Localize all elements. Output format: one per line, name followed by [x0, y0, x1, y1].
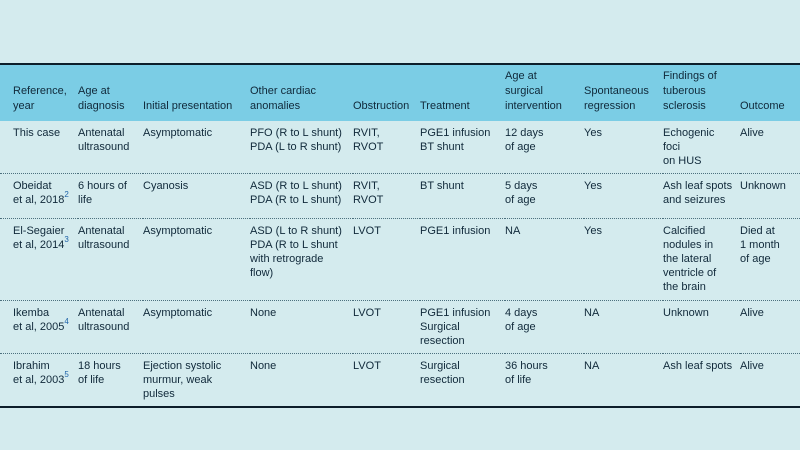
cell-spontaneous-regression: Yes [584, 218, 663, 301]
cell-age-at-surgical-intervention: NA [505, 218, 584, 301]
reference-text: Ibrahim et al, 2003 [13, 360, 65, 386]
cell-other-cardiac-anomalies: ASD (R to L shunt) PDA (R to L shunt) [250, 173, 353, 219]
reference-citation-superscript[interactable]: 5 [64, 370, 69, 380]
column-header-spontaneous-regression: Spontaneous regression [584, 64, 663, 121]
column-header-outcome: Outcome [740, 64, 800, 121]
cell-other-cardiac-anomalies: None [250, 300, 353, 354]
cell-obstruction: RVIT, RVOT [353, 127, 384, 153]
reference-citation-superscript[interactable]: 2 [64, 190, 69, 200]
cell-age-at-diagnosis: Antenatal ultrasound [78, 218, 143, 301]
cell-other-cardiac-anomalies: PFO (R to L shunt) PDA (L to R shunt) [250, 127, 342, 153]
cell-findings-tuberous-sclerosis: Calcified nodules in the lateral ventric… [663, 218, 740, 301]
cell-obstruction: RVIT, RVOT [353, 173, 420, 219]
cell-reference: El-Segaier et al, 20143 [0, 218, 78, 301]
reference-citation-superscript[interactable]: 4 [64, 317, 69, 327]
cell-age-at-diagnosis: 18 hours of life [78, 353, 143, 407]
cell-other-cardiac-anomalies: None [250, 353, 353, 407]
cell-initial-presentation: Asymptomatic [143, 218, 250, 301]
reference-text: This case [13, 127, 61, 139]
cell-age-at-diagnosis: 6 hours of life [78, 173, 143, 219]
cell-initial-presentation: Asymptomatic [143, 127, 213, 139]
table-row: Ikemba et al, 20054 Antenatal ultrasound… [0, 300, 800, 354]
cell-reference: This case [0, 121, 78, 174]
cell-age-at-surgical-intervention: 36 hours of life [505, 353, 584, 407]
cell-treatment: BT shunt [420, 173, 505, 219]
cell-treatment: PGE1 infusion Surgical resection [420, 300, 505, 354]
column-header-findings-of-tuberous-sclerosis: Findings of tuberous sclerosis [663, 64, 740, 121]
cell-age-at-surgical-intervention: 12 days of age [505, 127, 544, 153]
cell-obstruction: LVOT [353, 353, 420, 407]
column-header-initial-presentation: Initial presentation [143, 64, 250, 121]
cell-outcome: Alive [740, 300, 800, 354]
column-header-other-cardiac-anomalies: Other cardiac anomalies [250, 64, 353, 121]
header-row: Reference, year Age at diagnosis Initial… [0, 64, 800, 121]
cell-initial-presentation: Cyanosis [143, 173, 250, 219]
column-header-age-at-diagnosis: Age at diagnosis [78, 64, 143, 121]
cell-findings-tuberous-sclerosis: Ash leaf spots and seizures [663, 173, 740, 219]
cell-outcome: Alive [740, 353, 800, 407]
cell-spontaneous-regression: NA [584, 353, 663, 407]
cell-spontaneous-regression: Yes [584, 173, 663, 219]
cell-findings-tuberous-sclerosis: Unknown [663, 300, 740, 354]
cell-outcome: Unknown [740, 173, 800, 219]
cell-age-at-surgical-intervention: 5 days of age [505, 173, 584, 219]
cell-spontaneous-regression: Yes [584, 127, 602, 139]
table-row: El-Segaier et al, 20143 Antenatal ultras… [0, 218, 800, 301]
cell-reference: Ikemba et al, 20054 [0, 300, 78, 354]
cell-treatment: Surgical resection [420, 353, 505, 407]
table-row: Obeidat et al, 20182 6 hours of life Cya… [0, 173, 800, 219]
reference-citation-superscript[interactable]: 3 [64, 235, 69, 245]
cell-findings-tuberous-sclerosis: Echogenic foci on HUS [663, 127, 715, 167]
cell-age-at-diagnosis: Antenatal ultrasound [78, 127, 130, 153]
column-header-obstruction: Obstruction [353, 64, 420, 121]
column-header-age-at-surgical-intervention: Age at surgical intervention [505, 64, 584, 121]
cell-outcome: Died at 1 month of age [740, 218, 800, 301]
cell-spontaneous-regression: NA [584, 300, 663, 354]
cell-treatment: PGE1 infusion BT shunt [420, 127, 491, 153]
cell-other-cardiac-anomalies: ASD (L to R shunt) PDA (R to L shunt wit… [250, 218, 353, 301]
cell-reference: Ibrahim et al, 20035 [0, 353, 78, 407]
column-header-treatment: Treatment [420, 64, 505, 121]
cell-age-at-surgical-intervention: 4 days of age [505, 300, 584, 354]
table-row: This case Antenatal ultrasound Asymptoma… [0, 121, 800, 174]
cell-findings-tuberous-sclerosis: Ash leaf spots [663, 353, 740, 407]
cell-initial-presentation: Ejection systolic murmur, weak pulses [143, 353, 250, 407]
reference-text: Ikemba et al, 2005 [13, 307, 65, 333]
cell-obstruction: LVOT [353, 218, 420, 301]
cell-treatment: PGE1 infusion [420, 218, 505, 301]
cell-outcome: Alive [740, 127, 764, 139]
cell-reference: Obeidat et al, 20182 [0, 173, 78, 219]
cell-age-at-diagnosis: Antenatal ultrasound [78, 300, 143, 354]
reference-text: El-Segaier et al, 2014 [13, 225, 65, 251]
table-row: Ibrahim et al, 20035 18 hours of life Ej… [0, 353, 800, 407]
reference-text: Obeidat et al, 2018 [13, 180, 65, 206]
column-header-reference-year: Reference, year [0, 64, 78, 121]
case-reports-table: Reference, year Age at diagnosis Initial… [0, 63, 800, 408]
cell-obstruction: LVOT [353, 300, 420, 354]
cell-initial-presentation: Asymptomatic [143, 300, 250, 354]
